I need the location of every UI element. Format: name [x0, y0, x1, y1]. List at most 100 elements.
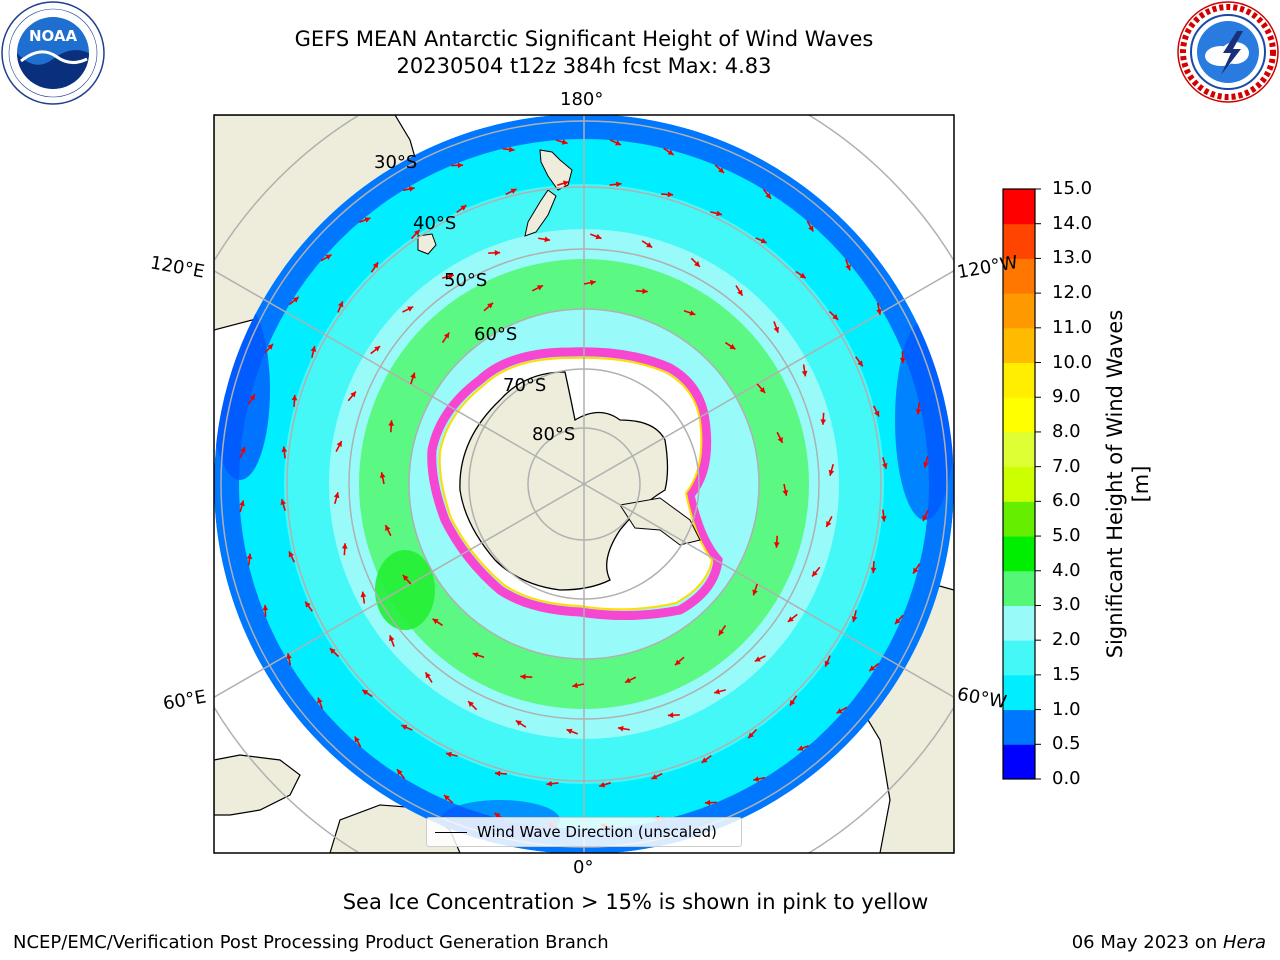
wave-direction-arrowhead: [808, 225, 814, 232]
wave-direction-arrowhead: [317, 697, 323, 704]
wave-direction-arrowhead: [651, 774, 658, 780]
wave-direction-arrowhead: [448, 273, 454, 280]
wave-direction-arrowhead: [379, 472, 386, 478]
wave-direction-arrowhead: [544, 236, 551, 243]
noaa-logo-text: NOAA: [29, 27, 78, 45]
wave-direction-arrowhead: [374, 346, 381, 352]
colorbar-tick-label: 2.0: [1052, 629, 1081, 651]
wave-direction-arrowhead: [689, 310, 696, 316]
wave-direction-arrowhead: [845, 264, 851, 271]
wave-direction-arrowhead: [364, 217, 371, 223]
colorbar-segment: [1003, 674, 1035, 711]
wave-direction-arrowhead: [704, 799, 711, 806]
wave-direction-arrowhead: [718, 629, 725, 636]
wave-direction-arrowhead: [881, 462, 888, 469]
wave-direction-arrowhead: [510, 188, 517, 194]
colorbar-tick-label: 1.5: [1052, 663, 1081, 685]
wave-direction-arrowhead: [402, 575, 409, 581]
map-frame: [213, 114, 955, 854]
colorbar-tick-label: 1.0: [1052, 698, 1081, 720]
colorbar-segment: [1003, 397, 1035, 433]
colorbar-segment: [1003, 293, 1035, 329]
lon-label-180: 180°: [560, 89, 604, 110]
wave-direction-arrowhead: [333, 492, 340, 499]
wave-direction-arrowhead: [797, 745, 804, 751]
wave-direction-arrowhead: [836, 708, 843, 714]
wave-direction-arrowhead: [617, 725, 624, 732]
wave-direction-arrowhead: [280, 499, 287, 506]
wave-direction-arrowhead: [760, 237, 767, 244]
antarctica: [427, 347, 723, 621]
wave-direction-arrowhead: [350, 391, 356, 398]
wave-direction-arrowhead: [880, 515, 887, 522]
chart-subtitle: 20230504 t12z 384h fcst Max: 4.83: [396, 54, 772, 78]
nws-logo: [1177, 1, 1279, 103]
colorbar-segment: [1003, 744, 1035, 780]
wave-direction-arrowhead: [494, 770, 501, 777]
wave-direction-arrowhead: [714, 688, 720, 695]
wave-direction-arrowhead: [432, 618, 439, 625]
wave-direction-arrowhead: [337, 301, 344, 308]
colorbar-segment: [1003, 501, 1035, 537]
graticule: [214, 115, 954, 853]
wave-direction-arrowhead: [782, 490, 789, 496]
wave-direction-arrowhead: [615, 140, 622, 146]
colorbar-tick-label: 10.0: [1052, 351, 1093, 373]
wave-direction-arrowhead: [385, 525, 391, 532]
wave-direction-arrowhead: [472, 652, 479, 658]
colorbar-tick-label: 0.5: [1052, 733, 1081, 755]
wave-direction-arrowhead: [292, 297, 299, 303]
wave-direction-arrowhead: [718, 167, 725, 173]
wave-direction-arrowhead: [360, 591, 367, 598]
wave-direction-arrowhead: [787, 616, 794, 622]
wave-direction-arrowhead: [716, 210, 722, 217]
wave-direction-arrowhead: [869, 665, 876, 671]
lat-label-70s: 70°S: [503, 375, 547, 396]
colorbar: [1002, 188, 1041, 780]
wave-direction-arrowhead: [646, 242, 653, 248]
legend-line-swatch: [435, 831, 467, 833]
wave-direction-arrowhead: [642, 288, 648, 295]
wave-direction-arrowhead: [288, 551, 294, 558]
sea-ice-caption: Sea Ice Concentration > 15% is shown in …: [0, 890, 1280, 914]
lat-label-50s: 50°S: [444, 270, 488, 291]
wave-direction-arrowhead: [329, 648, 336, 654]
wave-direction-arrowhead: [753, 776, 760, 782]
wave-direction-arrowhead: [923, 461, 929, 468]
wind-wave-arrows: [239, 139, 929, 829]
wave-direction-arrowhead: [752, 589, 758, 596]
wave-direction-arrowhead: [388, 420, 395, 426]
wave-direction-arrowhead: [820, 419, 827, 425]
colorbar-tick-label: 6.0: [1052, 490, 1081, 512]
wave-direction-arrowhead: [667, 191, 674, 198]
wave-direction-arrowhead: [239, 500, 245, 507]
wave-direction-arrowhead: [249, 394, 255, 401]
noaa-logo: NOAA: [1, 1, 105, 105]
wave-direction-arrowhead: [615, 181, 622, 188]
wave-direction-arrowhead: [754, 656, 761, 662]
wave-direction-arrowhead: [595, 233, 602, 240]
wave-direction-arrowhead: [801, 370, 808, 377]
wave-direction-arrowhead: [789, 699, 796, 706]
footer-date-text: 06 May 2023 on: [1071, 932, 1223, 953]
colorbar-tick-label: 12.0: [1052, 282, 1093, 304]
wave-direction-arrowhead: [562, 180, 569, 187]
chart-title: GEFS MEAN Antarctic Significant Height o…: [294, 27, 874, 51]
colorbar-segment: [1003, 258, 1035, 294]
wave-direction-arrowhead: [826, 521, 832, 528]
wave-direction-arrowhead: [515, 720, 522, 726]
lat-label-40s: 40°S: [413, 213, 457, 234]
colorbar-segment: [1003, 223, 1035, 259]
wave-direction-arrowhead: [857, 360, 863, 367]
wave-direction-arrowhead: [291, 394, 298, 401]
colorbar-segment: [1003, 431, 1035, 468]
wave-direction-arrowhead: [457, 162, 464, 169]
wave-direction-arrowhead: [765, 192, 771, 199]
colorbar-tick-label: 3.0: [1052, 594, 1081, 616]
wave-direction-arrowhead: [694, 261, 700, 267]
wave-direction-arrowhead: [828, 469, 835, 476]
wave-direction-arrowhead: [407, 306, 414, 312]
wave-direction-arrowhead: [777, 436, 783, 443]
footer-credit: NCEP/EMC/Verification Post Processing Pr…: [13, 932, 609, 953]
wave-direction-arrowhead: [895, 618, 901, 625]
